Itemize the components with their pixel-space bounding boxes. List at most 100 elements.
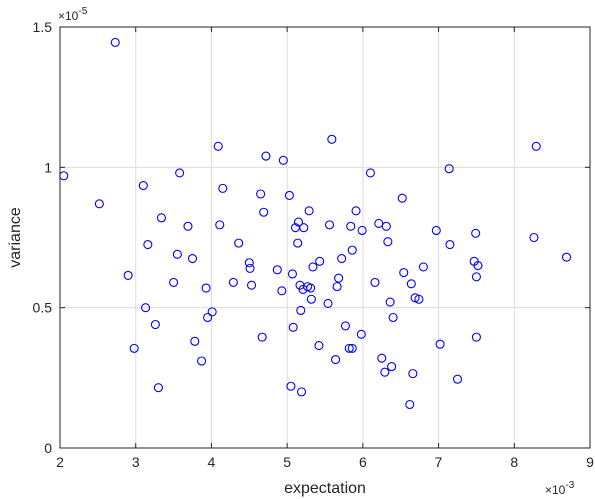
scatter-point <box>175 168 185 178</box>
scatter-point <box>405 399 415 410</box>
x-tick-label: 9 <box>586 454 594 470</box>
scatter-point <box>357 225 367 236</box>
scatter-point <box>286 381 296 391</box>
scatter-point <box>156 213 167 223</box>
scatter-point <box>397 193 407 203</box>
scatter-point <box>287 269 297 279</box>
scatter-point <box>435 339 445 349</box>
y-axis-label: variance <box>7 207 24 268</box>
scatter-point <box>406 279 416 289</box>
scatter-point <box>561 252 572 262</box>
scatter-point <box>314 341 324 351</box>
x-tick-label: 7 <box>435 454 443 470</box>
scatter-point <box>172 249 182 259</box>
scatter-point <box>138 181 148 191</box>
scatter-point <box>201 283 211 293</box>
scatter-point <box>203 312 213 323</box>
scatter-point <box>315 256 325 266</box>
scatter-point <box>374 218 384 229</box>
scatter-point <box>445 239 455 250</box>
scatter-point <box>431 225 441 236</box>
scatter-point <box>471 272 481 282</box>
scatter-point <box>207 307 217 317</box>
scatter-point <box>277 286 287 296</box>
scatter-point <box>257 332 267 342</box>
scatter-point <box>324 220 335 230</box>
scatter-point <box>306 283 316 293</box>
scatter-point <box>356 329 366 339</box>
scatter-point <box>272 265 282 275</box>
y-tick-label: 1.5 <box>33 19 53 35</box>
scatter-point <box>332 282 342 292</box>
scatter-point <box>197 356 207 366</box>
y-exponent-label: ×10-5 <box>58 6 88 23</box>
x-tick-label: 3 <box>132 454 140 470</box>
scatter-point <box>245 263 255 273</box>
scatter-point <box>388 312 398 323</box>
scatter-point <box>347 343 357 353</box>
scatter-point <box>256 189 266 199</box>
x-tick-label: 5 <box>283 454 291 470</box>
scatter-point <box>123 270 133 280</box>
scatter-point <box>414 294 424 304</box>
scatter-point <box>473 261 483 271</box>
scatter-point <box>293 217 304 227</box>
scatter-point <box>383 237 393 247</box>
scatter-point <box>385 297 395 307</box>
scatter-point <box>129 343 139 353</box>
scatter-point <box>153 383 163 393</box>
scatter-point <box>293 238 303 248</box>
scatter-point <box>213 141 223 151</box>
axis-ticks <box>59 26 591 449</box>
scatter-point <box>218 183 228 193</box>
scatter-point <box>418 262 428 272</box>
scatter-point <box>471 228 481 238</box>
scatter-point <box>304 206 314 216</box>
scatter-point <box>346 221 356 231</box>
scatter-point <box>347 245 357 255</box>
x-tick-label: 8 <box>510 454 518 470</box>
scatter-point <box>187 253 198 264</box>
scatter-point <box>141 303 151 313</box>
scatter-point <box>261 151 271 161</box>
scatter-point <box>529 232 539 243</box>
x-exponent-label: ×10-3 <box>545 480 575 497</box>
scatter-point <box>288 322 298 332</box>
x-tick-label: 2 <box>56 454 64 470</box>
scatter-point <box>234 238 244 248</box>
scatter-point <box>215 220 225 230</box>
scatter-point <box>244 258 254 268</box>
y-tick-labels: 0 0.5 1 1.5 <box>33 19 53 456</box>
scatter-point <box>381 221 391 231</box>
scatter-point <box>452 374 463 384</box>
scatter-point <box>183 221 193 231</box>
scatter-point <box>308 262 318 272</box>
scatter-point <box>340 321 350 331</box>
scatter-point <box>110 37 120 47</box>
scatter-point <box>284 190 294 200</box>
scatter-point <box>370 277 380 287</box>
scatter-point <box>228 277 238 287</box>
scatter-point <box>296 387 307 397</box>
scatter-point <box>150 319 160 330</box>
x-axis-label: expectation <box>284 480 366 497</box>
scatter-point <box>471 332 481 342</box>
scatter-point <box>408 369 418 379</box>
scatter-point <box>351 206 361 216</box>
scatter-point <box>94 199 104 209</box>
scatter-point <box>306 294 316 304</box>
scatter-point <box>377 353 387 363</box>
scatter-point <box>59 171 69 181</box>
y-tick-label: 0.5 <box>33 300 53 316</box>
scatter-point <box>190 336 200 346</box>
plot-frame <box>59 26 591 449</box>
scatter-point <box>327 134 337 144</box>
scatter-point <box>399 268 409 278</box>
scatter-point <box>444 164 454 174</box>
scatter-point <box>259 207 269 217</box>
x-tick-label: 4 <box>208 454 216 470</box>
scatter-point <box>247 280 257 290</box>
y-tick-label: 1 <box>44 159 52 175</box>
x-tick-labels: 2 3 4 5 6 7 8 9 <box>56 454 594 470</box>
